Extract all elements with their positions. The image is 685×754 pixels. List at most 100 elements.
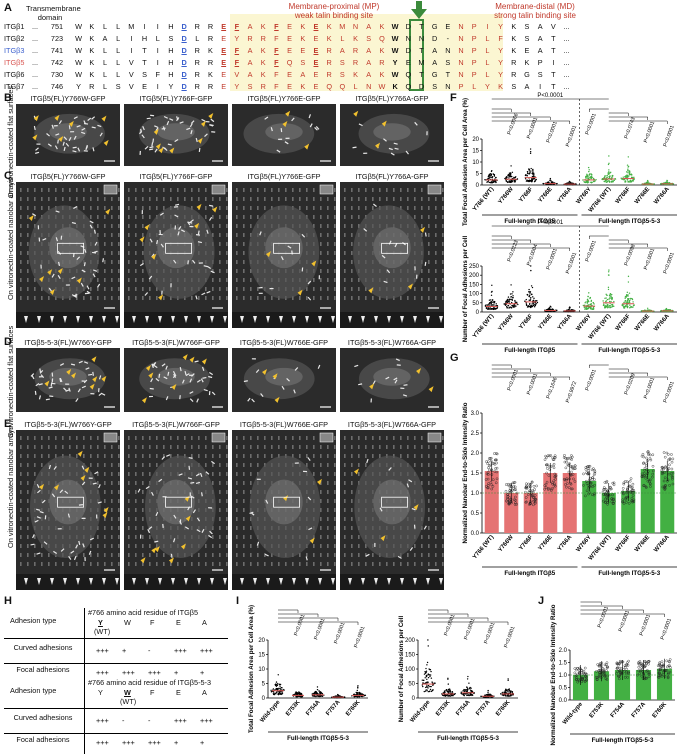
p-value-label: P<0.0001	[313, 618, 326, 641]
y-tick-label: 150	[469, 282, 480, 288]
panel-e-caption: ITGβ5-5-3(FL)W766A-GFP	[340, 420, 444, 429]
ellipsis: ...	[32, 80, 42, 93]
group-label: Full-length ITGβ5	[504, 347, 555, 354]
residue: Y	[72, 80, 85, 93]
group-label: Full-length ITGβ5-5-3	[592, 737, 654, 744]
y-tick-label: 15	[258, 653, 265, 659]
x-tick-label: F757A	[325, 699, 342, 717]
residue: A	[520, 80, 533, 93]
wt-label: (WT)	[120, 697, 136, 706]
y-tick-label: 3.0	[471, 411, 480, 417]
p-value-label: P=0.0743	[623, 117, 636, 140]
p-value-label: P<0.0001	[483, 622, 496, 645]
residue-header: E	[176, 688, 181, 697]
residue: F	[270, 80, 283, 93]
residue: R	[257, 80, 270, 93]
residue: L	[349, 80, 362, 93]
residue-header: F	[150, 688, 154, 697]
panel-c-micrograph	[124, 182, 228, 328]
panel-e-micrograph	[340, 430, 444, 590]
x-tick-label: W766Y	[576, 313, 593, 332]
p-value-label: P<0.0001	[333, 622, 346, 645]
table-row-label: Focal adhesions	[8, 736, 78, 744]
table-rule	[4, 708, 228, 709]
p-value-label: P<0.0001	[443, 614, 456, 637]
residue: V	[125, 80, 138, 93]
residue: E	[217, 80, 230, 93]
y-tick-label: 50	[472, 301, 479, 307]
table-cell: +	[122, 646, 126, 655]
panel-b-caption: ITGβ5(FL)Y766A-GFP	[340, 94, 444, 103]
y-tick-label: 100	[405, 667, 416, 673]
panel-label-a: A	[4, 2, 12, 14]
y-tick-label: 50	[408, 682, 415, 688]
data-series-points	[544, 306, 557, 312]
p-value-label: P<0.0001	[662, 381, 675, 404]
p-value-label: P<0.0001	[643, 377, 656, 400]
y-axis-label: Total Focal Adhesion Area per Cell Area …	[248, 605, 255, 733]
p-value-label: P<0.0001	[463, 618, 476, 641]
p-value-label: P=0.9972	[565, 381, 578, 404]
y-tick-label: 2.0	[559, 648, 568, 654]
residue: S	[112, 80, 125, 93]
green-arrow-icon	[410, 0, 430, 20]
panel-d-micrograph	[340, 348, 444, 412]
mp-header: Membrane-proximal (MP)	[264, 2, 404, 11]
residue: R	[204, 80, 217, 93]
y-axis-label: Number of Focal Adhesions per Cell	[398, 616, 405, 723]
table-cell: +	[200, 738, 204, 747]
group-label: Full-length ITGβ5-5-3	[598, 570, 660, 577]
table-cell: +	[200, 668, 204, 677]
group-label: Full-length ITGβ5-5-3	[287, 735, 349, 742]
table-cell: +++	[148, 668, 161, 677]
residue: S	[507, 80, 520, 93]
table-cell: -	[122, 716, 124, 725]
panel-d-caption: ITGβ5-5-3(FL)W766Y-GFP	[16, 338, 120, 347]
y-axis-label: Number of Focal Adhesions per Cell	[462, 236, 469, 343]
y-tick-label: 200	[469, 273, 480, 279]
p-value-label: P<0.0001	[565, 125, 578, 148]
residue: D	[415, 80, 428, 93]
p-value-label: P=0.0004	[526, 244, 539, 267]
x-tick-label: W766F	[615, 313, 632, 332]
panel-b-micrograph	[232, 104, 336, 166]
panel-d-caption: ITGβ5-5-3(FL)W766E-GFP	[232, 338, 336, 347]
residue: Q	[402, 80, 415, 93]
table-cell: +++	[96, 738, 109, 747]
y-tick-label: 5	[476, 172, 480, 178]
residue: K	[389, 80, 402, 93]
residue-header: F	[150, 618, 154, 627]
residue: Q	[323, 80, 336, 93]
p-value-label: P<0.0001	[597, 606, 610, 629]
residue: S	[243, 80, 256, 93]
table-cell: +++	[122, 738, 135, 747]
y-tick-label: 1.5	[471, 471, 480, 477]
y-tick-label: 0.5	[559, 686, 568, 692]
x-tick-label: Y766E	[538, 534, 554, 552]
panel-e-micrograph	[124, 430, 228, 590]
residue: K	[296, 80, 309, 93]
x-tick-label: E760K	[495, 699, 512, 717]
panel-b-caption: ITGβ5(FL)Y766E-GFP	[232, 94, 336, 103]
mp-header-sub: weak talin binding site	[264, 11, 404, 20]
y-tick-label: 0	[476, 310, 480, 316]
p-value-label: P<0.0001	[503, 626, 516, 649]
y-axis-label: Normalized Nanobar End-to-Side Intensity…	[550, 604, 557, 745]
x-tick-label: Y766F	[518, 186, 534, 204]
p-value-label: P<0.0001	[662, 252, 675, 275]
residue-header: W	[124, 618, 131, 627]
table-residue-header: #766 amino acid residue of ITGβ5-5-3	[88, 678, 211, 687]
x-tick-label: Y766 (WT)	[472, 186, 495, 212]
md-header-sub: strong talin binding site	[470, 11, 600, 20]
x-tick-label: F757A	[475, 699, 492, 717]
y-tick-label: 10	[258, 667, 265, 673]
wt-label: (WT)	[94, 627, 110, 636]
x-tick-label: E753K	[285, 699, 302, 717]
residue: K	[494, 80, 507, 93]
residue-header: Y	[98, 618, 103, 627]
md-header: Membrane-distal (MD)	[470, 2, 600, 11]
